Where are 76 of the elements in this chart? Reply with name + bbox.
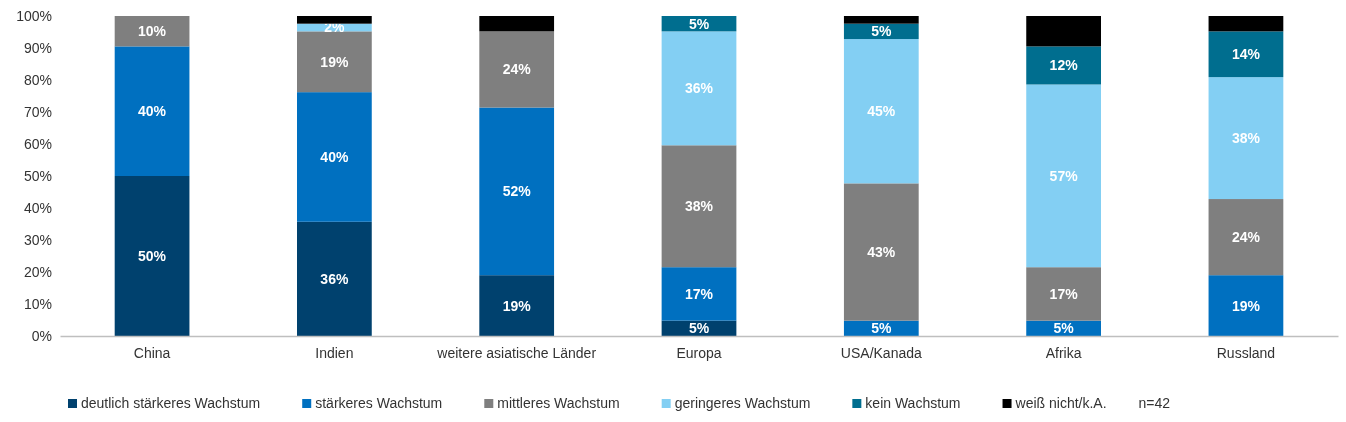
data-label: 19% <box>320 53 349 70</box>
data-label: 57% <box>1049 167 1079 184</box>
data-label: 10% <box>138 23 167 40</box>
bar <box>1208 199 1284 276</box>
data-label: 45% <box>867 103 896 120</box>
bar <box>1208 77 1284 200</box>
bar <box>1208 31 1284 78</box>
legend-label: deutlich stärkeres Wachstum <box>81 395 261 411</box>
y-tick-label: 50% <box>23 167 52 184</box>
bar <box>297 31 372 93</box>
bar <box>479 31 555 108</box>
legend-label: mittleres Wachstum <box>497 395 620 411</box>
bar <box>479 275 555 336</box>
data-label: 5% <box>688 15 710 32</box>
x-tick-label: USA/Kanada <box>840 344 922 361</box>
bar <box>1026 16 1101 47</box>
bar <box>843 16 919 24</box>
y-tick-label: 40% <box>23 199 52 216</box>
bar <box>297 16 372 24</box>
data-label: 38% <box>1231 129 1261 146</box>
data-label: 36% <box>684 80 714 97</box>
y-tick-label: 70% <box>23 103 52 120</box>
data-label: 36% <box>320 270 349 287</box>
x-tick-label: Afrika <box>1045 344 1082 361</box>
data-label: 14% <box>1231 46 1261 63</box>
y-tick-label: 100% <box>16 7 52 24</box>
bar <box>479 107 555 276</box>
data-label: 40% <box>320 148 349 165</box>
data-label: 24% <box>1231 229 1261 246</box>
data-label: 17% <box>1049 285 1079 302</box>
y-tick-label: 60% <box>23 135 52 152</box>
x-tick-label: Europa <box>676 344 722 361</box>
data-label: 12% <box>1049 57 1079 74</box>
y-tick-label: 90% <box>23 39 52 56</box>
bar <box>114 176 190 336</box>
bar <box>843 39 919 184</box>
data-label: 5% <box>688 320 710 337</box>
data-label: 19% <box>1231 297 1261 314</box>
y-tick-label: 0% <box>31 327 52 344</box>
data-label: 5% <box>871 320 892 337</box>
x-tick-label: weitere asiatische Länder <box>436 344 597 361</box>
x-tick-label: China <box>133 344 171 361</box>
x-tick-label: Russland <box>1216 344 1276 361</box>
bar <box>843 183 919 321</box>
bar <box>661 31 737 146</box>
bar <box>479 16 555 32</box>
legend-label: weiß nicht/k.A. <box>1014 395 1107 411</box>
y-tick-label: 10% <box>23 295 52 312</box>
bar <box>297 221 372 336</box>
bar <box>1208 275 1284 336</box>
legend-label: geringeres Wachstum <box>674 395 811 411</box>
bar <box>1208 16 1284 32</box>
bar <box>114 46 190 176</box>
bar <box>1026 46 1101 85</box>
data-label: 50% <box>138 247 167 264</box>
data-label: 24% <box>502 61 532 78</box>
data-label: 40% <box>138 103 167 120</box>
y-tick-label: 80% <box>23 71 52 88</box>
bar <box>1026 84 1101 268</box>
bar <box>1026 267 1101 321</box>
text: n=42 <box>1138 395 1171 411</box>
y-tick-label: 30% <box>23 231 52 248</box>
data-label: 5% <box>1053 320 1075 337</box>
bar <box>297 92 372 222</box>
data-label: 19% <box>502 297 532 314</box>
data-label: 43% <box>867 243 896 260</box>
bar <box>661 145 737 268</box>
x-tick-label: Indien <box>315 344 354 361</box>
data-label: 52% <box>502 183 532 200</box>
data-label: 38% <box>684 198 714 215</box>
data-label: 5% <box>871 23 892 40</box>
legend-label: kein Wachstum <box>865 395 961 411</box>
y-tick-label: 20% <box>23 263 52 280</box>
legend-label: stärkeres Wachstum <box>315 395 443 411</box>
data-label: 17% <box>684 285 714 302</box>
bar <box>661 267 737 321</box>
